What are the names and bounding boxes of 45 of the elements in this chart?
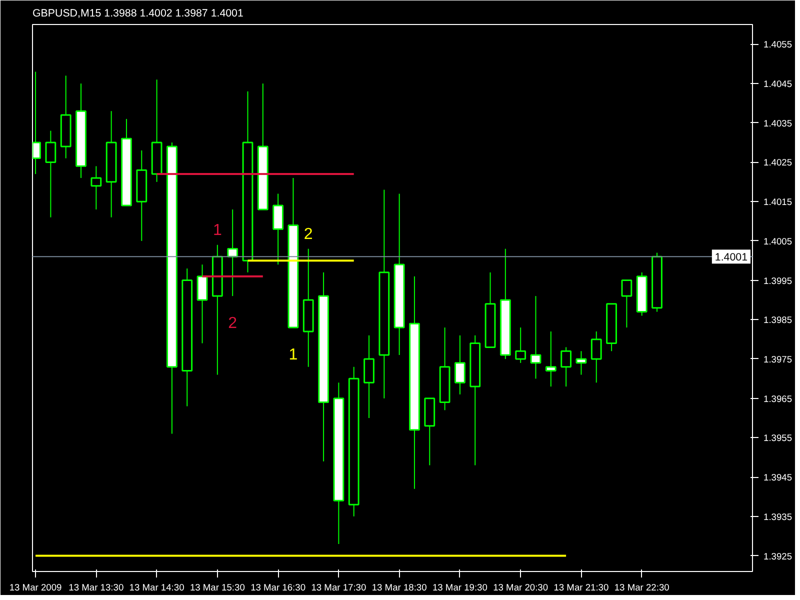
ref-line-label: 1.4001 <box>714 252 748 264</box>
candlestick <box>530 296 542 380</box>
candlestick <box>227 208 238 297</box>
x-tick-label: 13 Mar 14:30 <box>129 582 184 592</box>
candlestick <box>90 166 102 210</box>
candlestick <box>196 264 208 344</box>
candlestick <box>45 130 56 218</box>
y-tick-label: 1.3935 <box>764 512 792 522</box>
candlestick <box>545 330 556 388</box>
x-tick-label: 13 Mar 17:30 <box>311 582 366 592</box>
x-tick-label: 13 Mar 18:30 <box>372 582 427 592</box>
y-tick-label: 1.3925 <box>764 551 792 562</box>
y-tick-label: 1.4045 <box>764 79 792 90</box>
x-tick-label: 13 Mar 19:30 <box>432 582 488 592</box>
y-tick-label: 1.3955 <box>764 433 792 444</box>
x-tick-label: 13 Mar 22:30 <box>614 582 670 592</box>
candlestick <box>515 327 526 364</box>
annotation: 1 <box>288 346 298 364</box>
y-tick-label: 1.4055 <box>764 40 792 50</box>
x-tick-label: 13 Mar 20:30 <box>493 582 548 592</box>
candlestick <box>560 346 572 388</box>
candlestick <box>590 330 602 384</box>
y-tick-label: 1.3975 <box>764 354 792 364</box>
annotation: 2 <box>304 226 313 243</box>
annotation: 1 <box>212 222 222 239</box>
y-tick-label: 1.4015 <box>764 197 792 208</box>
candlestick <box>454 334 466 395</box>
candlestick <box>621 280 632 328</box>
x-tick-label: 13 Mar 13:30 <box>68 582 124 592</box>
chart-title: GBPUSD,M15 1.3988 1.4002 1.3987 1.4001 <box>32 8 244 20</box>
y-tick-label: 1.3945 <box>764 472 792 483</box>
candlestick <box>576 350 587 376</box>
x-tick-label: 13 Mar 16:30 <box>250 582 306 592</box>
candlestick <box>272 193 284 266</box>
y-tick-label: 1.4025 <box>764 158 792 168</box>
y-tick-label: 1.3965 <box>764 394 792 404</box>
x-tick-label: 13 Mar 21:30 <box>554 582 609 592</box>
annotation: 2 <box>228 315 238 332</box>
x-tick-label: 13 Mar 15:30 <box>190 582 245 592</box>
candlestick <box>364 334 374 419</box>
y-tick-label: 1.3985 <box>764 315 792 326</box>
x-tick-label: 13 Mar 2009 <box>9 582 62 592</box>
y-tick-label: 1.4035 <box>764 118 792 128</box>
y-tick-label: 1.3995 <box>764 276 792 286</box>
y-tick-label: 1.4005 <box>764 236 792 246</box>
